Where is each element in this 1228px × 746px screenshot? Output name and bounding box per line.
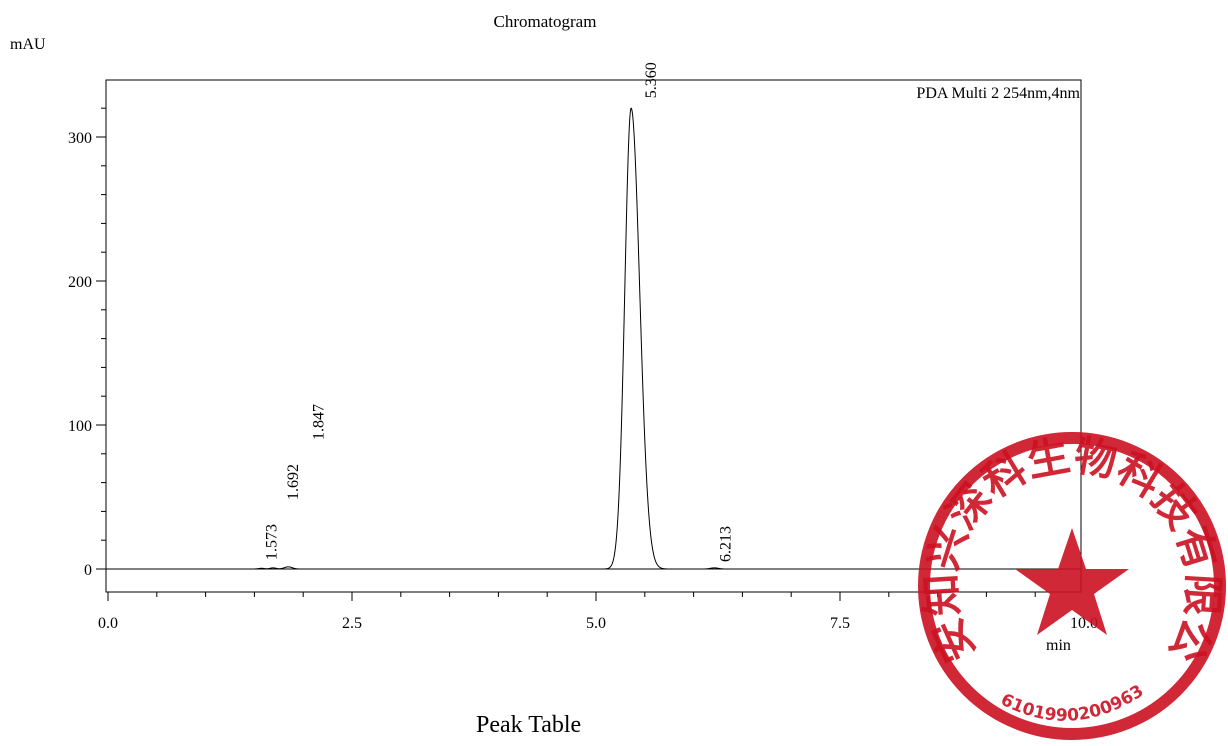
x-tick-label: 5.0	[586, 615, 606, 632]
x-tick-label: 7.5	[830, 615, 850, 632]
x-tick-label: 0.0	[98, 615, 118, 632]
company-seal: 西安知兴深科生物科技有限公司 6101990200963	[914, 428, 1228, 740]
x-tick-label: 2.5	[342, 615, 362, 632]
y-tick-label: 0	[84, 562, 92, 579]
chart-title: Chromatogram	[493, 12, 597, 31]
y-axis-unit: mAU	[10, 36, 46, 53]
seal-outer-ring	[918, 432, 1226, 740]
plot-frame	[105, 79, 1082, 593]
peak-rt-label: 1.847	[310, 404, 327, 440]
chromatogram-trace	[108, 107, 1081, 570]
seal-star-icon	[1015, 528, 1129, 635]
peak-rt-label: 6.213	[717, 526, 734, 562]
peak-table-heading: Peak Table	[476, 712, 582, 738]
x-axis-unit: min	[1046, 637, 1071, 654]
y-tick-label: 300	[68, 130, 92, 147]
y-tick-label: 200	[68, 274, 92, 291]
peak-rt-label: 1.573	[264, 524, 281, 560]
y-tick-label: 100	[68, 418, 92, 435]
peak-rt-label: 1.692	[285, 464, 302, 500]
detector-legend: PDA Multi 2 254nm,4nm	[916, 85, 1080, 102]
peak-labels: 1.573 1.692 1.847 5.360 6.213	[264, 62, 735, 562]
peak-rt-label: 5.360	[643, 62, 660, 98]
